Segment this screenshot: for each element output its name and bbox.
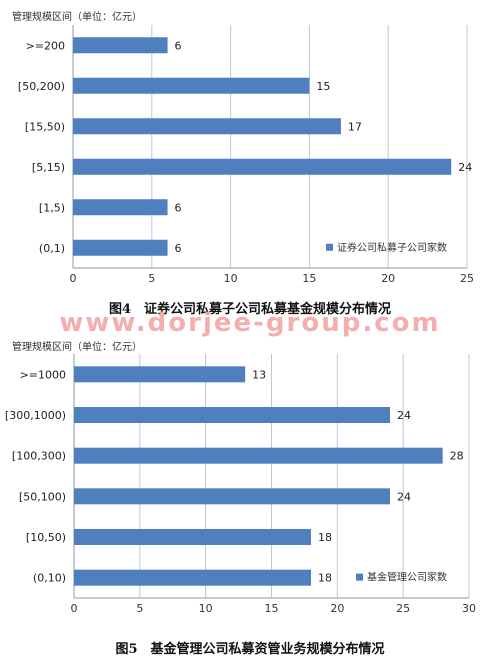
category-label: [1,5) <box>39 201 65 214</box>
data-label: 18 <box>318 531 332 544</box>
data-label: 6 <box>175 201 182 214</box>
x-tick-label: 20 <box>330 602 344 615</box>
bar <box>73 37 168 54</box>
data-label: 6 <box>175 39 182 52</box>
x-tick-label: 25 <box>460 272 474 285</box>
x-tick-label: 25 <box>396 602 410 615</box>
chart-2-caption: 图5 基金管理公司私募资管业务规模分布情况 <box>115 642 385 657</box>
x-tick-label: 10 <box>224 272 238 285</box>
data-label: 24 <box>458 161 472 174</box>
bar <box>73 239 168 256</box>
category-label: >=1000 <box>20 368 66 381</box>
x-tick-label: 20 <box>381 272 395 285</box>
bar <box>74 569 311 586</box>
bar <box>73 118 341 135</box>
chart-2-ylabel: 管理规模区间（单位：亿元） <box>12 342 142 353</box>
category-label: >=200 <box>26 39 65 52</box>
legend-label: 基金管理公司家数 <box>367 571 447 584</box>
bar <box>74 366 246 383</box>
category-label: [300,1000) <box>5 409 66 422</box>
x-tick-label: 5 <box>148 272 155 285</box>
chart-1: 管理规模区间（单位：亿元） 0 5 10 15 20 25 >=200 6 [50,200) 15… <box>0 0 500 300</box>
category-label: [5,15) <box>32 161 65 174</box>
bar <box>73 77 310 94</box>
data-label: 24 <box>397 409 411 422</box>
category-label: [10,50) <box>26 531 66 544</box>
bar <box>73 199 168 216</box>
bar <box>74 447 443 464</box>
data-label: 17 <box>348 120 362 133</box>
category-label: [100,300) <box>12 450 66 463</box>
chart-2-svg: 0 5 10 15 20 25 30 >=1000 13 [300,1000) 24 [100,300… <box>5 354 476 615</box>
x-tick-label: 15 <box>265 602 279 615</box>
legend-swatch <box>356 573 363 581</box>
category-label: [15,50) <box>25 120 65 133</box>
data-label: 24 <box>397 490 411 503</box>
legend-label: 证券公司私募子公司家数 <box>337 241 447 254</box>
bar <box>74 488 390 505</box>
bar <box>74 529 311 545</box>
bar <box>73 158 452 175</box>
x-tick-label: 15 <box>302 272 316 285</box>
category-label: [50,100) <box>19 490 66 503</box>
category-label: (0,10) <box>33 572 66 585</box>
chart-1-caption: 图4 证券公司私募子公司私募基金规模分布情况 <box>108 302 392 317</box>
x-tick-label: 5 <box>136 602 143 615</box>
category-label: (0,1) <box>39 242 65 255</box>
x-tick-label: 0 <box>70 272 77 285</box>
data-label: 15 <box>316 80 330 93</box>
x-tick-label: 30 <box>462 602 476 615</box>
category-label: [50,200) <box>18 80 65 93</box>
x-tick-label: 10 <box>199 602 213 615</box>
chart-2: 管理规模区间（单位：亿元） 0 5 10 15 20 25 30 >=1000 13 [300,1… <box>0 336 500 636</box>
bar <box>74 407 390 423</box>
watermark: www.dorjee-group.com <box>59 308 441 338</box>
chart-1-svg: 0 5 10 15 20 25 >=200 6 [50,200) 15 [15,50) 17 [5,15… <box>18 25 474 285</box>
chart-1-ylabel: 管理规模区间（单位：亿元） <box>12 12 142 23</box>
legend-swatch <box>326 243 333 251</box>
data-label: 28 <box>450 450 464 463</box>
x-tick-label: 0 <box>71 602 78 615</box>
data-label: 6 <box>175 242 182 255</box>
data-label: 18 <box>318 572 332 585</box>
data-label: 13 <box>252 368 266 381</box>
